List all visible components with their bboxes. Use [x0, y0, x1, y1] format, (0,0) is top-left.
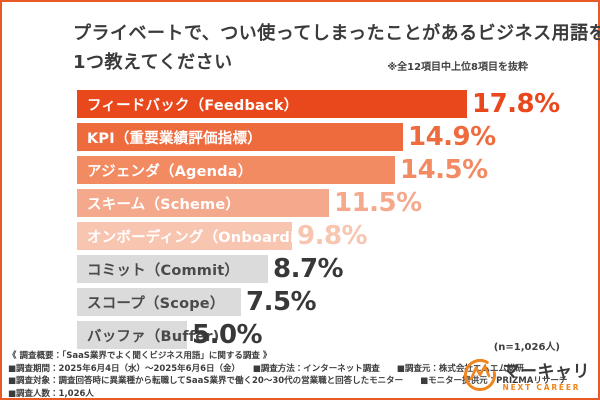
- brand-name: マーキャリ: [502, 361, 590, 382]
- title-line-2: 1つ教えてください: [73, 52, 233, 73]
- bar-category-label: KPI（重要業績評価指標）: [87, 130, 262, 147]
- brand-logo: マーキャリ NEXT CAREER: [462, 357, 591, 397]
- bar: スコープ（Scope）: [77, 288, 241, 316]
- excerpt-note: ※全12項目中上位8項目を抜粋: [387, 62, 528, 73]
- bar-category-label: アジェンダ（Agenda）: [87, 163, 253, 180]
- bar: アジェンダ（Agenda）: [77, 156, 395, 184]
- bar: オンボーディング（Onboarding）: [77, 222, 331, 250]
- survey-target-line: ■調査対象：調査回答時に異業種から転職してSaaS業界で働く20〜30代の営業職…: [8, 376, 568, 386]
- survey-period-line: ■調査期間：2025年6月4日（水）〜2025年6月6日（金） ■調査方法：イン…: [8, 363, 524, 374]
- brand-tagline: NEXT CAREER: [502, 382, 581, 392]
- bar-row: フィードバック（Feedback） 17.8%: [77, 90, 597, 118]
- bar: バッファ（Buffer): [77, 321, 219, 349]
- bar: スキーム（Scheme）: [77, 189, 329, 217]
- sample-size-note: (n=1,026人): [493, 342, 560, 353]
- bar-category-label: オンボーディング（Onboarding）: [87, 229, 331, 246]
- bar-value-label: 9.8%: [297, 221, 368, 251]
- bar-category-label: コミット（Commit）: [87, 262, 240, 279]
- brand-logo-text: マーキャリ NEXT CAREER: [502, 361, 591, 392]
- bar-value-label: 8.7%: [273, 254, 344, 284]
- bar-row: バッファ（Buffer) 5.0%: [77, 321, 597, 349]
- bar-value-label: 17.8%: [472, 89, 560, 119]
- bar-value-label: 14.9%: [408, 122, 496, 152]
- trend-circle-icon: [462, 357, 498, 397]
- bar-value-label: 11.5%: [334, 188, 422, 218]
- title-line-1: プライベートで、つい使ってしまったことがあるビジネス用語を: [73, 23, 600, 44]
- bar: コミット（Commit）: [77, 255, 268, 283]
- bar-row: KPI（重要業績評価指標） 14.9%: [77, 123, 597, 151]
- bar-chart: フィードバック（Feedback） 17.8% KPI（重要業績評価指標） 14…: [77, 90, 597, 354]
- bar-category-label: スコープ（Scope）: [87, 295, 225, 312]
- bar-category-label: スキーム（Scheme）: [87, 196, 241, 213]
- bar-row: アジェンダ（Agenda） 14.5%: [77, 156, 597, 184]
- bar-row: スキーム（Scheme） 11.5%: [77, 189, 597, 217]
- bar-value-label: 7.5%: [246, 287, 317, 317]
- bar-value-label: 14.5%: [400, 155, 488, 185]
- bar-category-label: フィードバック（Feedback）: [87, 97, 299, 114]
- bar-value-label: 5.0%: [192, 320, 263, 350]
- bar-row: オンボーディング（Onboarding） 9.8%: [77, 222, 597, 250]
- bar: KPI（重要業績評価指標）: [77, 123, 403, 151]
- survey-overview-line: 《 調査概要：「SaaS業界でよく聞くビジネス用語」に関する調査 》: [8, 351, 272, 361]
- survey-count-line: ■調査人数：1,026人: [8, 388, 94, 399]
- bar-row: コミット（Commit） 8.7%: [77, 255, 597, 283]
- bar-category-label: バッファ（Buffer): [87, 328, 220, 345]
- bar-row: スコープ（Scope） 7.5%: [77, 288, 597, 316]
- bar: フィードバック（Feedback）: [77, 90, 467, 118]
- survey-overview: 《 調査概要：「SaaS業界でよく聞くビジネス用語」に関する調査 》 ■調査期間…: [8, 350, 568, 400]
- page-title: プライベートで、つい使ってしまったことがあるビジネス用語を 1つ教えてください: [73, 19, 600, 77]
